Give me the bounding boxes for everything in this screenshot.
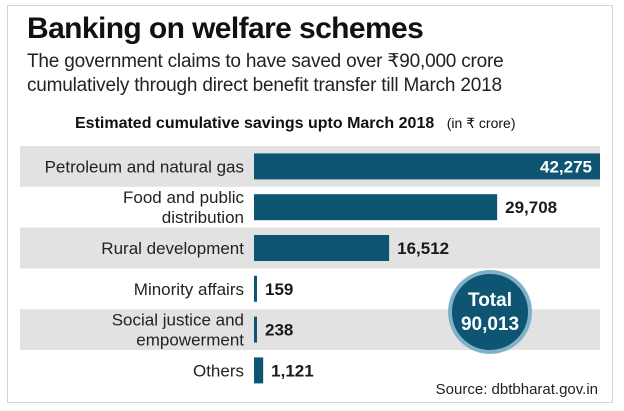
bar — [254, 316, 257, 343]
category-label: Rural development — [101, 239, 244, 258]
chart-heading: Estimated cumulative savings upto March … — [75, 115, 516, 133]
value-label: 42,275 — [540, 157, 592, 176]
category-label: empowerment — [136, 331, 244, 350]
category-label: distribution — [162, 208, 244, 227]
bar — [254, 275, 257, 302]
value-label: 238 — [265, 321, 293, 340]
chart-title: Banking on welfare schemes — [27, 12, 424, 45]
category-label: Social justice and — [112, 311, 244, 330]
chart-subtitle: The government claims to have saved over… — [27, 51, 504, 96]
unit-label: (in ₹ crore) — [446, 115, 516, 131]
total-label: Total — [468, 290, 512, 311]
value-label: 29,708 — [505, 198, 557, 217]
category-label: Food and public — [123, 188, 244, 207]
category-label: Petroleum and natural gas — [45, 157, 244, 176]
bar — [254, 153, 600, 180]
category-label: Minority affairs — [134, 280, 244, 299]
value-label: 159 — [265, 280, 293, 299]
chart-frame — [7, 5, 613, 403]
value-label: 1,121 — [271, 361, 314, 380]
bar — [254, 235, 390, 261]
bar — [254, 357, 264, 384]
source-note: Source: dbtbharat.gov.in — [435, 381, 598, 398]
total-value: 90,013 — [461, 314, 519, 335]
chart-heading-text: Estimated cumulative savings upto March … — [75, 115, 435, 132]
bar — [254, 194, 498, 221]
category-label: Others — [193, 361, 244, 380]
value-label: 16,512 — [397, 239, 449, 258]
total-badge — [448, 270, 532, 354]
